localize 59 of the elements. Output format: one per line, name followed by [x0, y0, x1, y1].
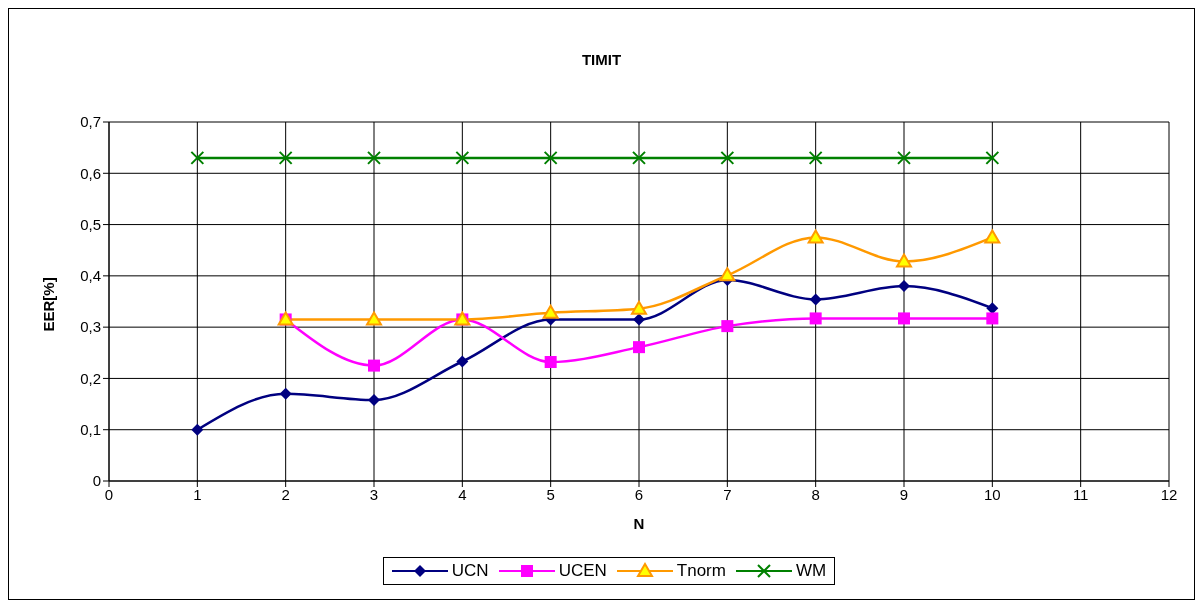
point — [368, 393, 380, 406]
point — [809, 312, 822, 325]
point — [898, 280, 910, 293]
point — [279, 387, 292, 400]
point — [544, 356, 557, 369]
legend-label: UCEN — [557, 561, 607, 581]
point — [190, 150, 205, 165]
point — [191, 423, 204, 436]
y-tick-label: 0,2 — [80, 369, 101, 387]
point — [368, 359, 380, 372]
point — [542, 304, 559, 319]
y-tick-label: 0,7 — [80, 113, 101, 131]
x-tick-label: 2 — [281, 485, 290, 503]
point — [633, 341, 645, 354]
x-tick-label: 0 — [104, 485, 114, 503]
point — [896, 253, 912, 268]
y-tick-label: 0,1 — [80, 421, 101, 439]
x-tick-label: 9 — [899, 485, 909, 503]
point — [456, 355, 469, 368]
point — [897, 150, 911, 165]
x-tick-label: 7 — [723, 485, 732, 503]
point — [367, 150, 381, 165]
point — [455, 150, 470, 165]
point — [720, 150, 735, 165]
x-tick-label: 6 — [634, 485, 644, 503]
point — [986, 312, 999, 325]
y-tick-label: 0,6 — [80, 164, 101, 182]
point — [543, 150, 558, 165]
y-tick-label: 0,3 — [80, 318, 101, 336]
point — [807, 229, 824, 244]
x-tick-label: 1 — [193, 485, 202, 503]
x-tick-label: 11 — [1072, 485, 1089, 503]
point — [719, 267, 736, 282]
x-tick-label: 12 — [1160, 485, 1178, 503]
y-tick-label: 0,4 — [80, 267, 101, 285]
point — [985, 150, 1000, 165]
x-tick-label: 3 — [369, 485, 379, 503]
legend-label: Tnorm — [675, 561, 726, 581]
point — [809, 293, 822, 306]
point — [721, 320, 734, 333]
x-axis-title: N — [633, 515, 645, 532]
x-tick-label: 4 — [458, 485, 467, 503]
point — [633, 313, 645, 326]
point — [366, 311, 382, 326]
x-tick-label: 5 — [546, 485, 555, 503]
point — [631, 300, 647, 315]
legend-label: WM — [794, 561, 827, 581]
legend-label: UCN — [450, 561, 489, 581]
point — [808, 150, 823, 165]
point — [632, 150, 646, 165]
x-tick-label: 8 — [811, 485, 820, 503]
x-tick-label: 10 — [983, 485, 1001, 503]
y-tick-label: 0 — [92, 472, 101, 490]
chart-title: TIMIT — [580, 51, 623, 68]
point — [898, 312, 910, 325]
y-tick-label: 0,5 — [80, 215, 101, 233]
point — [984, 229, 1001, 244]
y-axis-title: EER[%] — [40, 277, 58, 332]
point — [278, 150, 293, 165]
